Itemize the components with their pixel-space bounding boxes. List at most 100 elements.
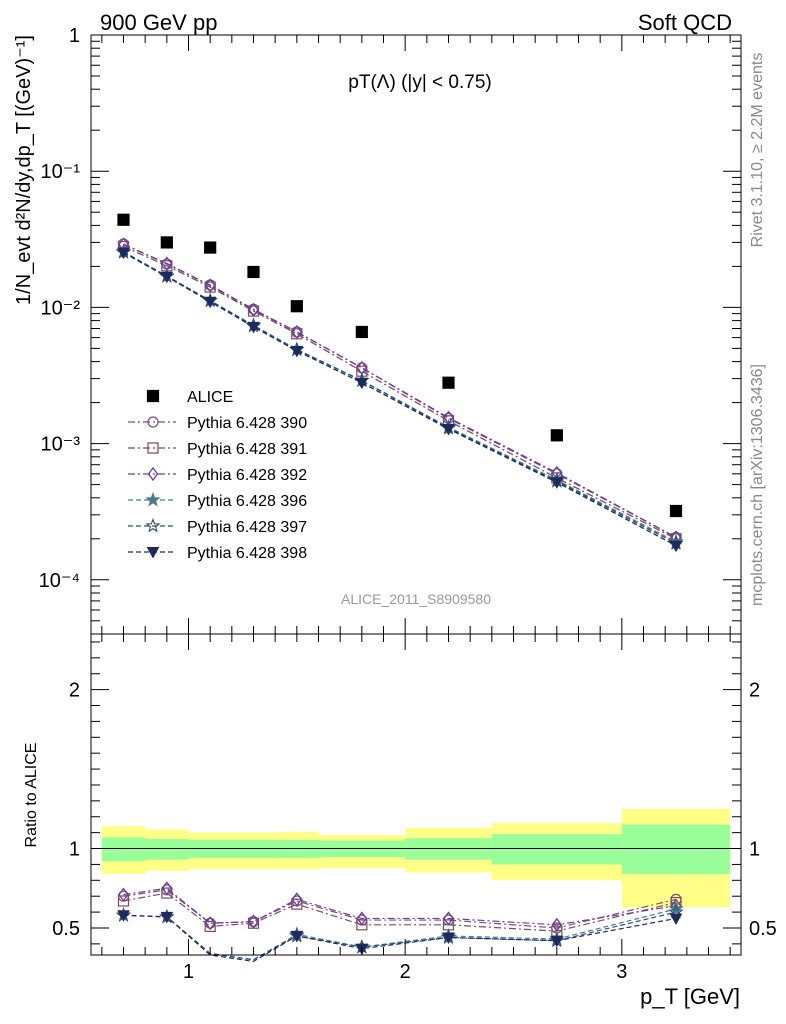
- data-point: [355, 377, 369, 390]
- data-point: [160, 271, 174, 284]
- stat-band: [101, 837, 146, 862]
- ratio-y-tick-label-right: 2: [749, 680, 760, 702]
- main-y-label: 1/N_evt d²N/dy,dp_T [(GeV)⁻¹]: [13, 35, 35, 305]
- series-line: [123, 245, 677, 540]
- legend-label: Pythia 6.428 398: [187, 545, 307, 562]
- data-point: [203, 296, 217, 309]
- x-tick-label: 2: [400, 961, 411, 983]
- x-tick-label: 3: [616, 961, 627, 983]
- data-point: [160, 236, 173, 249]
- y-tick-label: 10⁻²: [41, 297, 81, 319]
- main-axis-ticks: 1 10⁻¹ 10⁻² 10⁻³ 10⁻⁴: [39, 25, 741, 635]
- ratio-point: [668, 900, 684, 916]
- data-point: [442, 423, 455, 436]
- ratio-point: [550, 935, 564, 948]
- data-point: [247, 321, 260, 334]
- series-0: [117, 213, 683, 518]
- legend-marker: [145, 491, 161, 507]
- ratio-panel: 0.5 0.5 1 1 2 2 1 2 3 Ratio to ALICE p_T [GeV]: [23, 633, 777, 1009]
- ratio-point: [160, 911, 174, 924]
- x-tick-label: 1: [183, 961, 194, 983]
- y-tick-label: 10⁻⁴: [39, 570, 80, 592]
- legend: ALICE Pythia 6.428 390 Pythia 6.428 391 Pyt…: [128, 389, 307, 562]
- data-point: [669, 540, 683, 553]
- ratio-series-layer: [115, 881, 684, 962]
- data-point: [117, 247, 130, 260]
- legend-label: ALICE: [187, 389, 233, 406]
- ratio-point: [291, 892, 303, 907]
- ratio-point: [204, 920, 216, 932]
- stat-band: [491, 834, 622, 865]
- legend-label: Pythia 6.428 392: [187, 467, 307, 484]
- data-point: [356, 362, 368, 374]
- legend-marker: [147, 442, 159, 454]
- ratio-y-tick-label-right: 0.5: [749, 918, 777, 940]
- legend-label: Pythia 6.428 396: [187, 493, 307, 510]
- x-axis-label: p_T [GeV]: [640, 984, 740, 1009]
- ratio-panel-frame: [90, 633, 742, 956]
- header-left-label: 900 GeV pp: [100, 10, 217, 35]
- ratio-point: [117, 910, 130, 922]
- ratio-line: [123, 889, 677, 929]
- data-point: [442, 376, 455, 389]
- main-series-layer: [115, 213, 684, 553]
- ratio-point: [248, 914, 259, 929]
- ratio-point: [669, 913, 683, 925]
- header-right-label: Soft QCD: [638, 10, 732, 35]
- series-6: [117, 247, 683, 553]
- series-line: [123, 252, 677, 547]
- ratio-y-tick-label: 0.5: [52, 918, 80, 940]
- ratio-point: [356, 911, 368, 926]
- ratio-point: [161, 881, 173, 896]
- ratio-line: [123, 892, 677, 932]
- analysis-label: ALICE_2011_S8909580: [341, 591, 491, 607]
- ratio-series-0: [117, 884, 682, 934]
- ratio-y-tick-label-right: 1: [749, 839, 760, 861]
- ratio-bands-layer: [91, 808, 741, 908]
- data-point: [247, 265, 260, 279]
- stat-band: [621, 824, 731, 874]
- legend-marker: [146, 547, 160, 559]
- ratio-point: [290, 930, 304, 943]
- legend-marker: [146, 389, 160, 403]
- legend-marker: [147, 416, 159, 428]
- data-point: [204, 278, 216, 293]
- main-panel: 1 10⁻¹ 10⁻² 10⁻³ 10⁻⁴ pT(Λ) (|y| < 0.75) 1/N…: [13, 25, 742, 635]
- ratio-y-tick-label: 2: [69, 680, 80, 702]
- ratio-point: [117, 895, 130, 907]
- y-tick-label: 1: [69, 25, 80, 47]
- legend-label: Pythia 6.428 397: [187, 519, 307, 536]
- legend-marker: [145, 517, 161, 533]
- data-point: [355, 325, 368, 339]
- main-title: pT(Λ) (|y| < 0.75): [348, 72, 491, 93]
- data-point: [290, 345, 304, 358]
- ratio-point: [443, 911, 454, 926]
- ratio-y-tick-label: 1: [69, 839, 80, 861]
- ratio-point: [356, 919, 368, 931]
- data-point: [669, 504, 683, 518]
- data-point: [204, 241, 217, 254]
- series-line: [123, 243, 677, 538]
- data-point: [248, 302, 259, 317]
- ratio-series-5: [117, 910, 683, 962]
- ratio-line: [123, 887, 677, 926]
- data-point: [117, 213, 130, 226]
- ratio-point: [551, 917, 563, 932]
- data-point: [550, 477, 564, 489]
- y-tick-label: 10⁻¹: [41, 161, 81, 183]
- data-point: [550, 429, 563, 442]
- mcplots-side-label: mcplots.cern.ch [arXiv:1306.3436]: [749, 364, 766, 606]
- ratio-point: [118, 887, 129, 902]
- ratio-point: [204, 916, 216, 931]
- ratio-series-2: [118, 881, 682, 932]
- ratio-point: [442, 932, 455, 945]
- y-tick-label: 10⁻³: [41, 434, 81, 456]
- stat-band: [145, 838, 189, 860]
- legend-marker: [147, 466, 159, 482]
- data-point: [291, 324, 303, 340]
- rivet-side-label: Rivet 3.1.10, ≥ 2.2M events: [749, 53, 766, 248]
- ratio-y-label: Ratio to ALICE: [23, 743, 40, 848]
- legend-label: Pythia 6.428 391: [187, 441, 307, 458]
- legend-label: Pythia 6.428 390: [187, 415, 307, 432]
